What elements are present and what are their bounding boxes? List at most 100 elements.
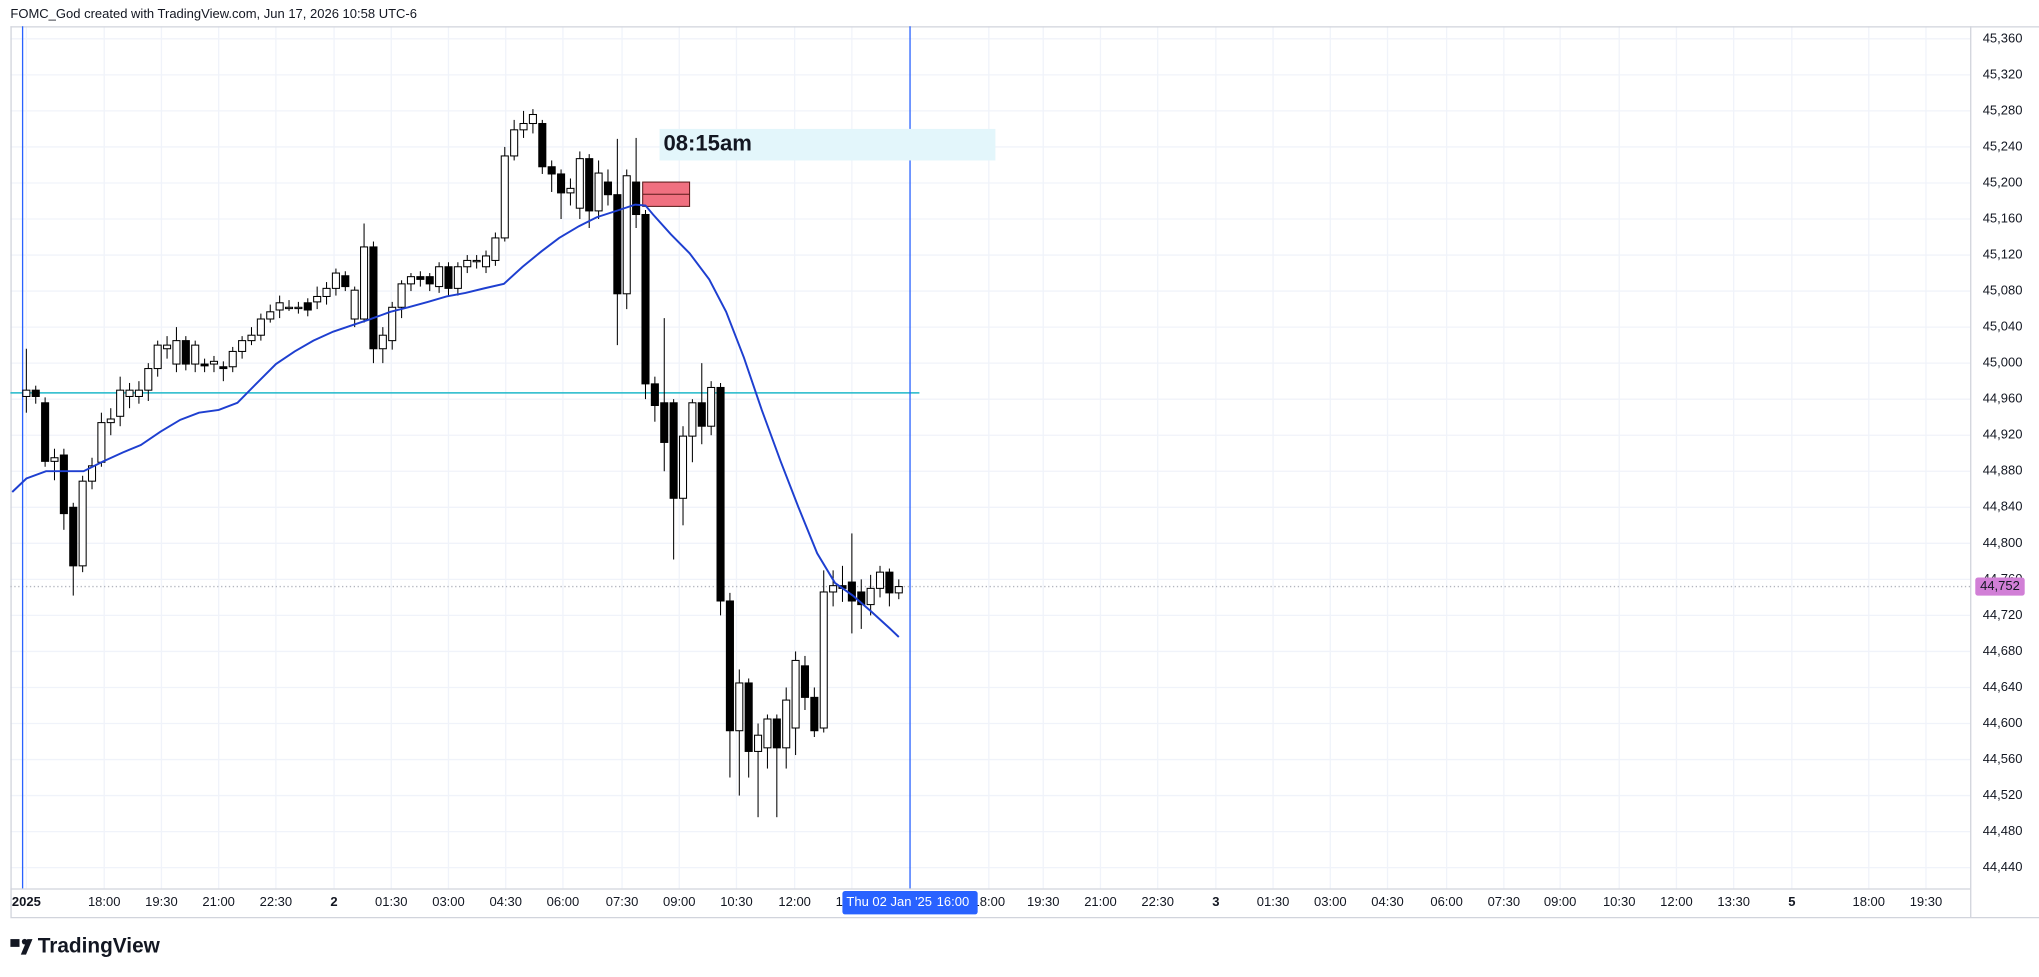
candle-body [331, 272, 340, 289]
candle-body [575, 158, 584, 209]
candle-body [22, 389, 31, 398]
candle-body [547, 166, 556, 175]
candle-body [894, 586, 903, 594]
candle-body [538, 122, 547, 168]
y-tick-label: 44,680 [1983, 643, 2023, 658]
candle-body [754, 734, 763, 752]
candle-body [191, 344, 200, 365]
candle-body [463, 259, 472, 268]
crosshair-time: 16:00 [937, 894, 970, 909]
last-price-label-bg [1975, 577, 2025, 596]
y-tick-label: 44,560 [1983, 751, 2023, 766]
x-tick-label: 01:30 [375, 894, 408, 909]
candle-body [209, 360, 219, 365]
y-tick-label: 45,000 [1983, 355, 2023, 370]
logo-shape [10, 939, 20, 947]
x-tick-label: 04:30 [1371, 894, 1404, 909]
candle-body [116, 389, 125, 417]
candle-body [716, 386, 725, 602]
candle-body [632, 181, 641, 216]
x-tick-label: 04:30 [489, 894, 522, 909]
candle-body [172, 340, 181, 365]
candle-body [622, 175, 631, 295]
candle-body [435, 266, 444, 288]
x-tick-label: 18:00 [88, 894, 121, 909]
brand-logo: TradingView [10, 934, 161, 957]
candle-body [284, 306, 294, 310]
candle-body [181, 340, 190, 365]
candle-body [603, 181, 613, 196]
y-tick-label: 44,840 [1983, 499, 2023, 514]
y-tick-label: 45,120 [1983, 246, 2023, 261]
candle-body [153, 344, 162, 370]
y-tick-label: 44,640 [1983, 679, 2023, 694]
candle-body [341, 275, 350, 288]
x-tick-label: 03:00 [432, 894, 465, 909]
x-tick-label: 2 [330, 894, 337, 909]
y-tick-label: 44,960 [1983, 391, 2023, 406]
crosshair-date: Thu 02 Jan '25 [846, 894, 932, 909]
candle-body [519, 122, 528, 131]
candle-body [885, 571, 894, 594]
y-tick-label: 44,920 [1983, 427, 2023, 442]
y-tick-label: 45,080 [1983, 283, 2023, 298]
y-tick-label: 44,600 [1983, 715, 2023, 730]
y-tick-label: 44,440 [1983, 859, 2023, 874]
x-tick-label: 10:30 [1603, 894, 1636, 909]
candle-body [397, 283, 406, 308]
y-tick-label: 45,360 [1983, 30, 2023, 45]
logo-shape [20, 939, 33, 955]
candle-body [782, 699, 791, 749]
candle-body [491, 237, 500, 261]
candle-body [810, 696, 819, 732]
candle-body [31, 389, 40, 398]
y-tick-label: 44,520 [1983, 787, 2023, 802]
candle-body [350, 289, 359, 320]
grid [10, 26, 1971, 889]
x-tick-label: 06:00 [1430, 894, 1463, 909]
y-tick-label: 45,160 [1983, 210, 2023, 225]
candle-body [866, 587, 875, 606]
candle-body [78, 480, 87, 567]
x-tick-label: 06:00 [547, 894, 580, 909]
x-tick-label: 07:30 [606, 894, 639, 909]
candle-body [294, 306, 303, 310]
annotation-text: 08:15am [663, 131, 751, 156]
y-tick-label: 45,200 [1983, 174, 2023, 189]
candle-body [360, 246, 369, 320]
candle-body [472, 259, 481, 263]
candle-body [744, 682, 753, 752]
last-price-label: 44,752 [1980, 578, 2020, 593]
candle-body [313, 295, 322, 303]
candle-body [650, 383, 659, 407]
x-tick-label: 21:00 [1084, 894, 1117, 909]
candle-body [585, 158, 594, 212]
crosshair-label-bg [842, 890, 978, 915]
header-text: FOMC_God created with TradingView.com, J… [10, 6, 417, 21]
candle-body [219, 366, 228, 370]
candle-body [725, 600, 734, 732]
candle-body [50, 457, 59, 462]
annotation-box [659, 128, 996, 161]
candle-body [97, 422, 106, 463]
x-tick-label: 09:00 [1544, 894, 1577, 909]
candle-body [735, 682, 744, 732]
candle-body [791, 659, 800, 729]
x-tick-label: 5 [1788, 894, 1795, 909]
candle-body [763, 718, 772, 749]
x-tick-label: 01:30 [1257, 894, 1290, 909]
x-tick-label: 21:00 [202, 894, 235, 909]
candle-body [406, 276, 416, 285]
candle-body [641, 213, 650, 385]
x-tick-label: 19:30 [1910, 894, 1943, 909]
x-tick-label: 18:00 [973, 894, 1006, 909]
x-tick-label: 22:30 [1141, 894, 1174, 909]
candle-body [557, 173, 566, 194]
candle-body [303, 302, 312, 311]
candle-body [266, 311, 275, 320]
candle-body [697, 402, 706, 427]
y-tick-label: 44,480 [1983, 823, 2023, 838]
x-tick-label: 18:00 [1852, 894, 1885, 909]
